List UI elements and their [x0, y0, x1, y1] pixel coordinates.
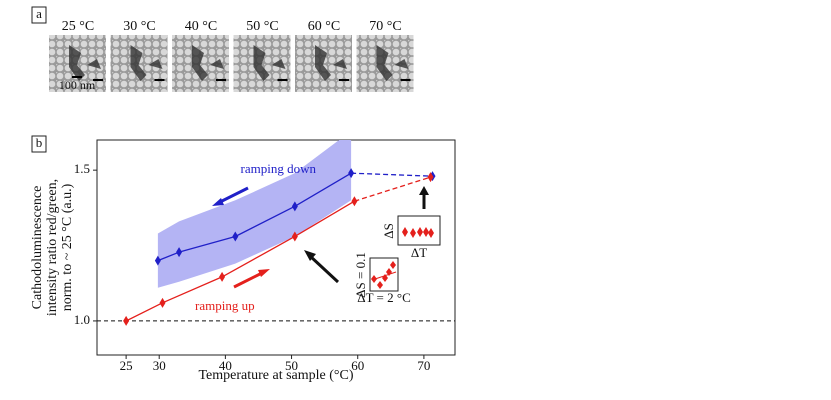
panel-label: b	[36, 135, 43, 150]
dark-region	[376, 45, 409, 81]
data-point	[232, 231, 239, 242]
inset-label: ΔT = 2 °C	[357, 290, 411, 305]
data-point	[219, 271, 226, 282]
inset-points	[371, 261, 396, 289]
clip-group	[97, 140, 455, 326]
inset-points	[402, 227, 434, 238]
data-point	[291, 201, 298, 212]
x-tick-label: 30	[153, 358, 166, 373]
arrow	[217, 186, 249, 205]
dark-region	[69, 45, 101, 81]
data-point	[427, 172, 434, 183]
x-axis-label: Temperature at sample (°C)	[198, 368, 353, 383]
inset-label: ΔT	[411, 245, 427, 260]
line-segment	[221, 235, 296, 278]
line-segment	[294, 200, 355, 238]
image-label: 50 °C	[246, 19, 278, 34]
line-segment	[351, 172, 433, 177]
line-segment	[178, 235, 236, 253]
annotation: ramping up	[195, 298, 255, 313]
image-label: 70 °C	[369, 19, 401, 34]
image-label: 60 °C	[308, 19, 340, 34]
arrow	[233, 270, 265, 289]
arrow	[308, 254, 340, 284]
arrow-head	[258, 269, 270, 277]
x-tick-label: 70	[417, 358, 430, 373]
y-axis-label: intensity ratio red/green,	[45, 179, 60, 316]
inset-label: ΔS = 0.1	[353, 252, 368, 298]
line-segment	[125, 302, 163, 322]
line-segment	[294, 172, 352, 207]
data-point	[176, 247, 183, 258]
y-tick-label: 1.0	[74, 312, 90, 327]
plot-area: 25 30 40 50 60 70 1.0 1.5	[74, 140, 455, 373]
inset-label: ΔS	[381, 223, 396, 239]
scale-bar-label: 100 nm	[59, 78, 96, 92]
arrow-head	[212, 198, 224, 206]
line-segment	[235, 205, 296, 238]
arrow-head	[419, 186, 429, 195]
dark-region	[315, 45, 347, 81]
data-point	[351, 196, 358, 207]
data-point	[348, 168, 355, 179]
data-point	[154, 255, 161, 266]
inset	[369, 257, 399, 292]
data-point	[291, 231, 298, 242]
line-segment	[162, 276, 223, 304]
annotation: ramping down	[241, 161, 317, 176]
data-point	[159, 297, 166, 308]
line-segment	[157, 251, 180, 262]
dark-region	[253, 45, 286, 81]
line-segment	[354, 176, 431, 202]
data-point	[123, 315, 130, 326]
panel-label: a	[36, 6, 42, 21]
image-row: 25 °C 30 °C 40 °C 50 °C 60 °C 70 °C 100 nm	[49, 19, 414, 92]
y-tick-label: 1.5	[74, 161, 90, 176]
x-tick-label: 60	[351, 358, 364, 373]
plot-frame	[96, 139, 456, 356]
dark-region	[192, 45, 224, 81]
image-label: 40 °C	[185, 19, 217, 34]
y-axis-label: Cathodoluminescence	[30, 186, 45, 310]
panel-label-box	[31, 6, 47, 24]
image-label: 30 °C	[123, 19, 155, 34]
arrow-head	[304, 250, 316, 261]
dark-region	[130, 45, 163, 81]
x-tick-label: 40	[219, 358, 232, 373]
confidence-band	[157, 140, 352, 288]
image-label: 25 °C	[62, 19, 94, 34]
x-tick-label: 50	[285, 358, 298, 373]
panel-label-box	[31, 135, 47, 153]
y-axis-label: norm. to ~ 25 °C (a.u.)	[60, 183, 75, 311]
x-tick-label: 25	[120, 358, 133, 373]
